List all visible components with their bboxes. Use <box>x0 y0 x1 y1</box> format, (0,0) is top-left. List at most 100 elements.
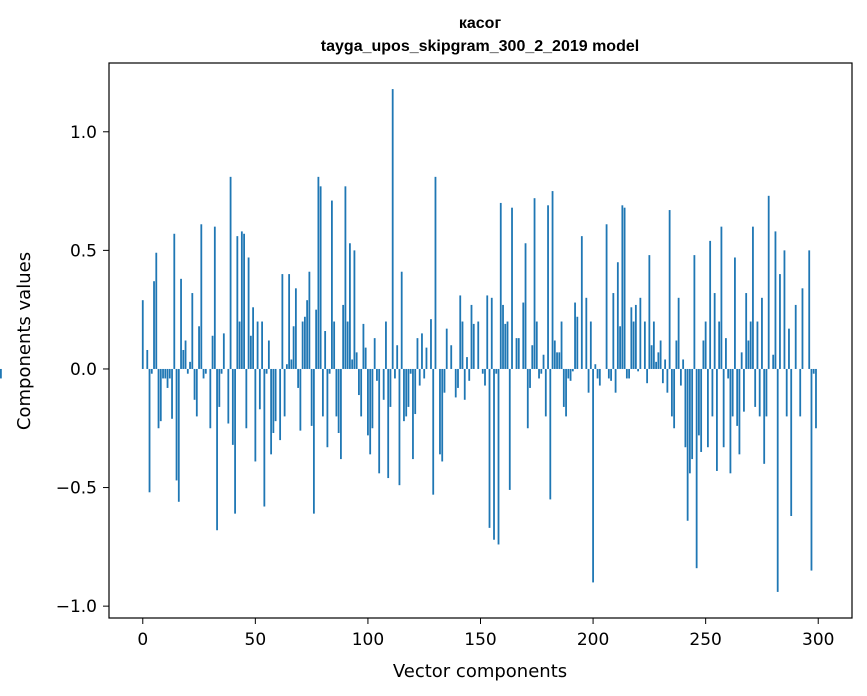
bar <box>740 352 743 369</box>
bar <box>353 250 356 369</box>
bar <box>686 368 689 521</box>
bar <box>0 368 2 379</box>
bar <box>281 274 284 369</box>
bar <box>360 368 363 417</box>
bar <box>515 338 518 369</box>
bar <box>409 368 412 374</box>
bar <box>371 368 374 429</box>
bar <box>445 328 448 369</box>
bar <box>745 293 748 369</box>
bar <box>367 368 369 436</box>
bar <box>146 349 149 369</box>
bar <box>511 207 513 369</box>
bar <box>659 340 662 369</box>
chart-title: касог <box>459 15 502 32</box>
bar <box>639 297 642 369</box>
bar <box>652 321 655 369</box>
bar <box>799 368 802 417</box>
bar <box>333 321 336 369</box>
bar <box>625 368 628 379</box>
bar <box>319 186 322 369</box>
bar <box>164 368 167 379</box>
bar <box>308 271 311 369</box>
bar <box>274 368 277 422</box>
bar <box>177 368 180 502</box>
bar <box>162 368 164 379</box>
bar <box>727 368 730 379</box>
bar <box>765 368 768 417</box>
bar <box>382 368 385 400</box>
bar <box>610 368 612 381</box>
bar <box>256 321 259 369</box>
bar <box>337 368 340 433</box>
bar <box>718 321 721 369</box>
bar <box>466 357 468 369</box>
bar <box>394 368 396 379</box>
bar <box>598 368 601 386</box>
bar <box>186 368 189 374</box>
bar <box>216 368 218 531</box>
bar <box>430 319 432 369</box>
bar <box>643 321 646 369</box>
bar <box>249 335 252 369</box>
bar <box>553 340 556 369</box>
bar <box>716 368 718 471</box>
bar <box>328 368 331 374</box>
y-tick-label: 1.0 <box>70 123 97 143</box>
x-axis-label: Vector components <box>393 661 567 682</box>
bar <box>529 368 531 388</box>
y-axis: −1.0 −0.5 0.0 0.5 1.0 <box>56 123 109 617</box>
bar <box>247 257 250 369</box>
bar <box>173 233 176 369</box>
bar <box>540 368 543 374</box>
bar <box>432 368 435 495</box>
bar <box>486 295 489 369</box>
bar <box>560 321 563 369</box>
bar <box>297 368 300 388</box>
bar <box>270 368 273 455</box>
bar <box>524 243 527 369</box>
bar <box>364 347 367 369</box>
bar <box>477 321 480 369</box>
bar <box>736 368 739 426</box>
bar <box>340 368 342 460</box>
bar <box>213 226 216 369</box>
bar <box>423 368 426 379</box>
bar <box>725 338 727 369</box>
bar <box>434 176 437 369</box>
bar <box>351 359 354 369</box>
bar <box>303 316 306 369</box>
bar <box>387 368 390 479</box>
bar <box>412 368 414 460</box>
bar <box>472 323 475 369</box>
bar <box>310 368 313 426</box>
bar <box>385 321 387 369</box>
bar <box>141 300 144 369</box>
bar <box>779 274 781 369</box>
bar <box>547 205 549 369</box>
bar <box>517 338 520 369</box>
bar <box>684 368 687 448</box>
bar <box>502 304 504 369</box>
bar <box>504 323 507 369</box>
bar <box>646 368 649 384</box>
bar <box>335 368 338 417</box>
bar <box>400 271 403 369</box>
bar <box>200 224 203 369</box>
bar <box>767 195 770 369</box>
bar <box>288 274 291 369</box>
bar <box>346 321 349 369</box>
bar <box>596 368 599 379</box>
bar <box>157 368 160 429</box>
bar <box>204 368 207 374</box>
bar <box>522 302 525 369</box>
bar <box>252 307 254 369</box>
bar <box>668 210 671 369</box>
bar <box>794 304 797 369</box>
bar <box>159 368 162 422</box>
bar <box>294 288 297 369</box>
bar <box>682 359 685 369</box>
bar <box>567 368 570 379</box>
bar <box>702 340 705 369</box>
bar <box>416 338 419 369</box>
